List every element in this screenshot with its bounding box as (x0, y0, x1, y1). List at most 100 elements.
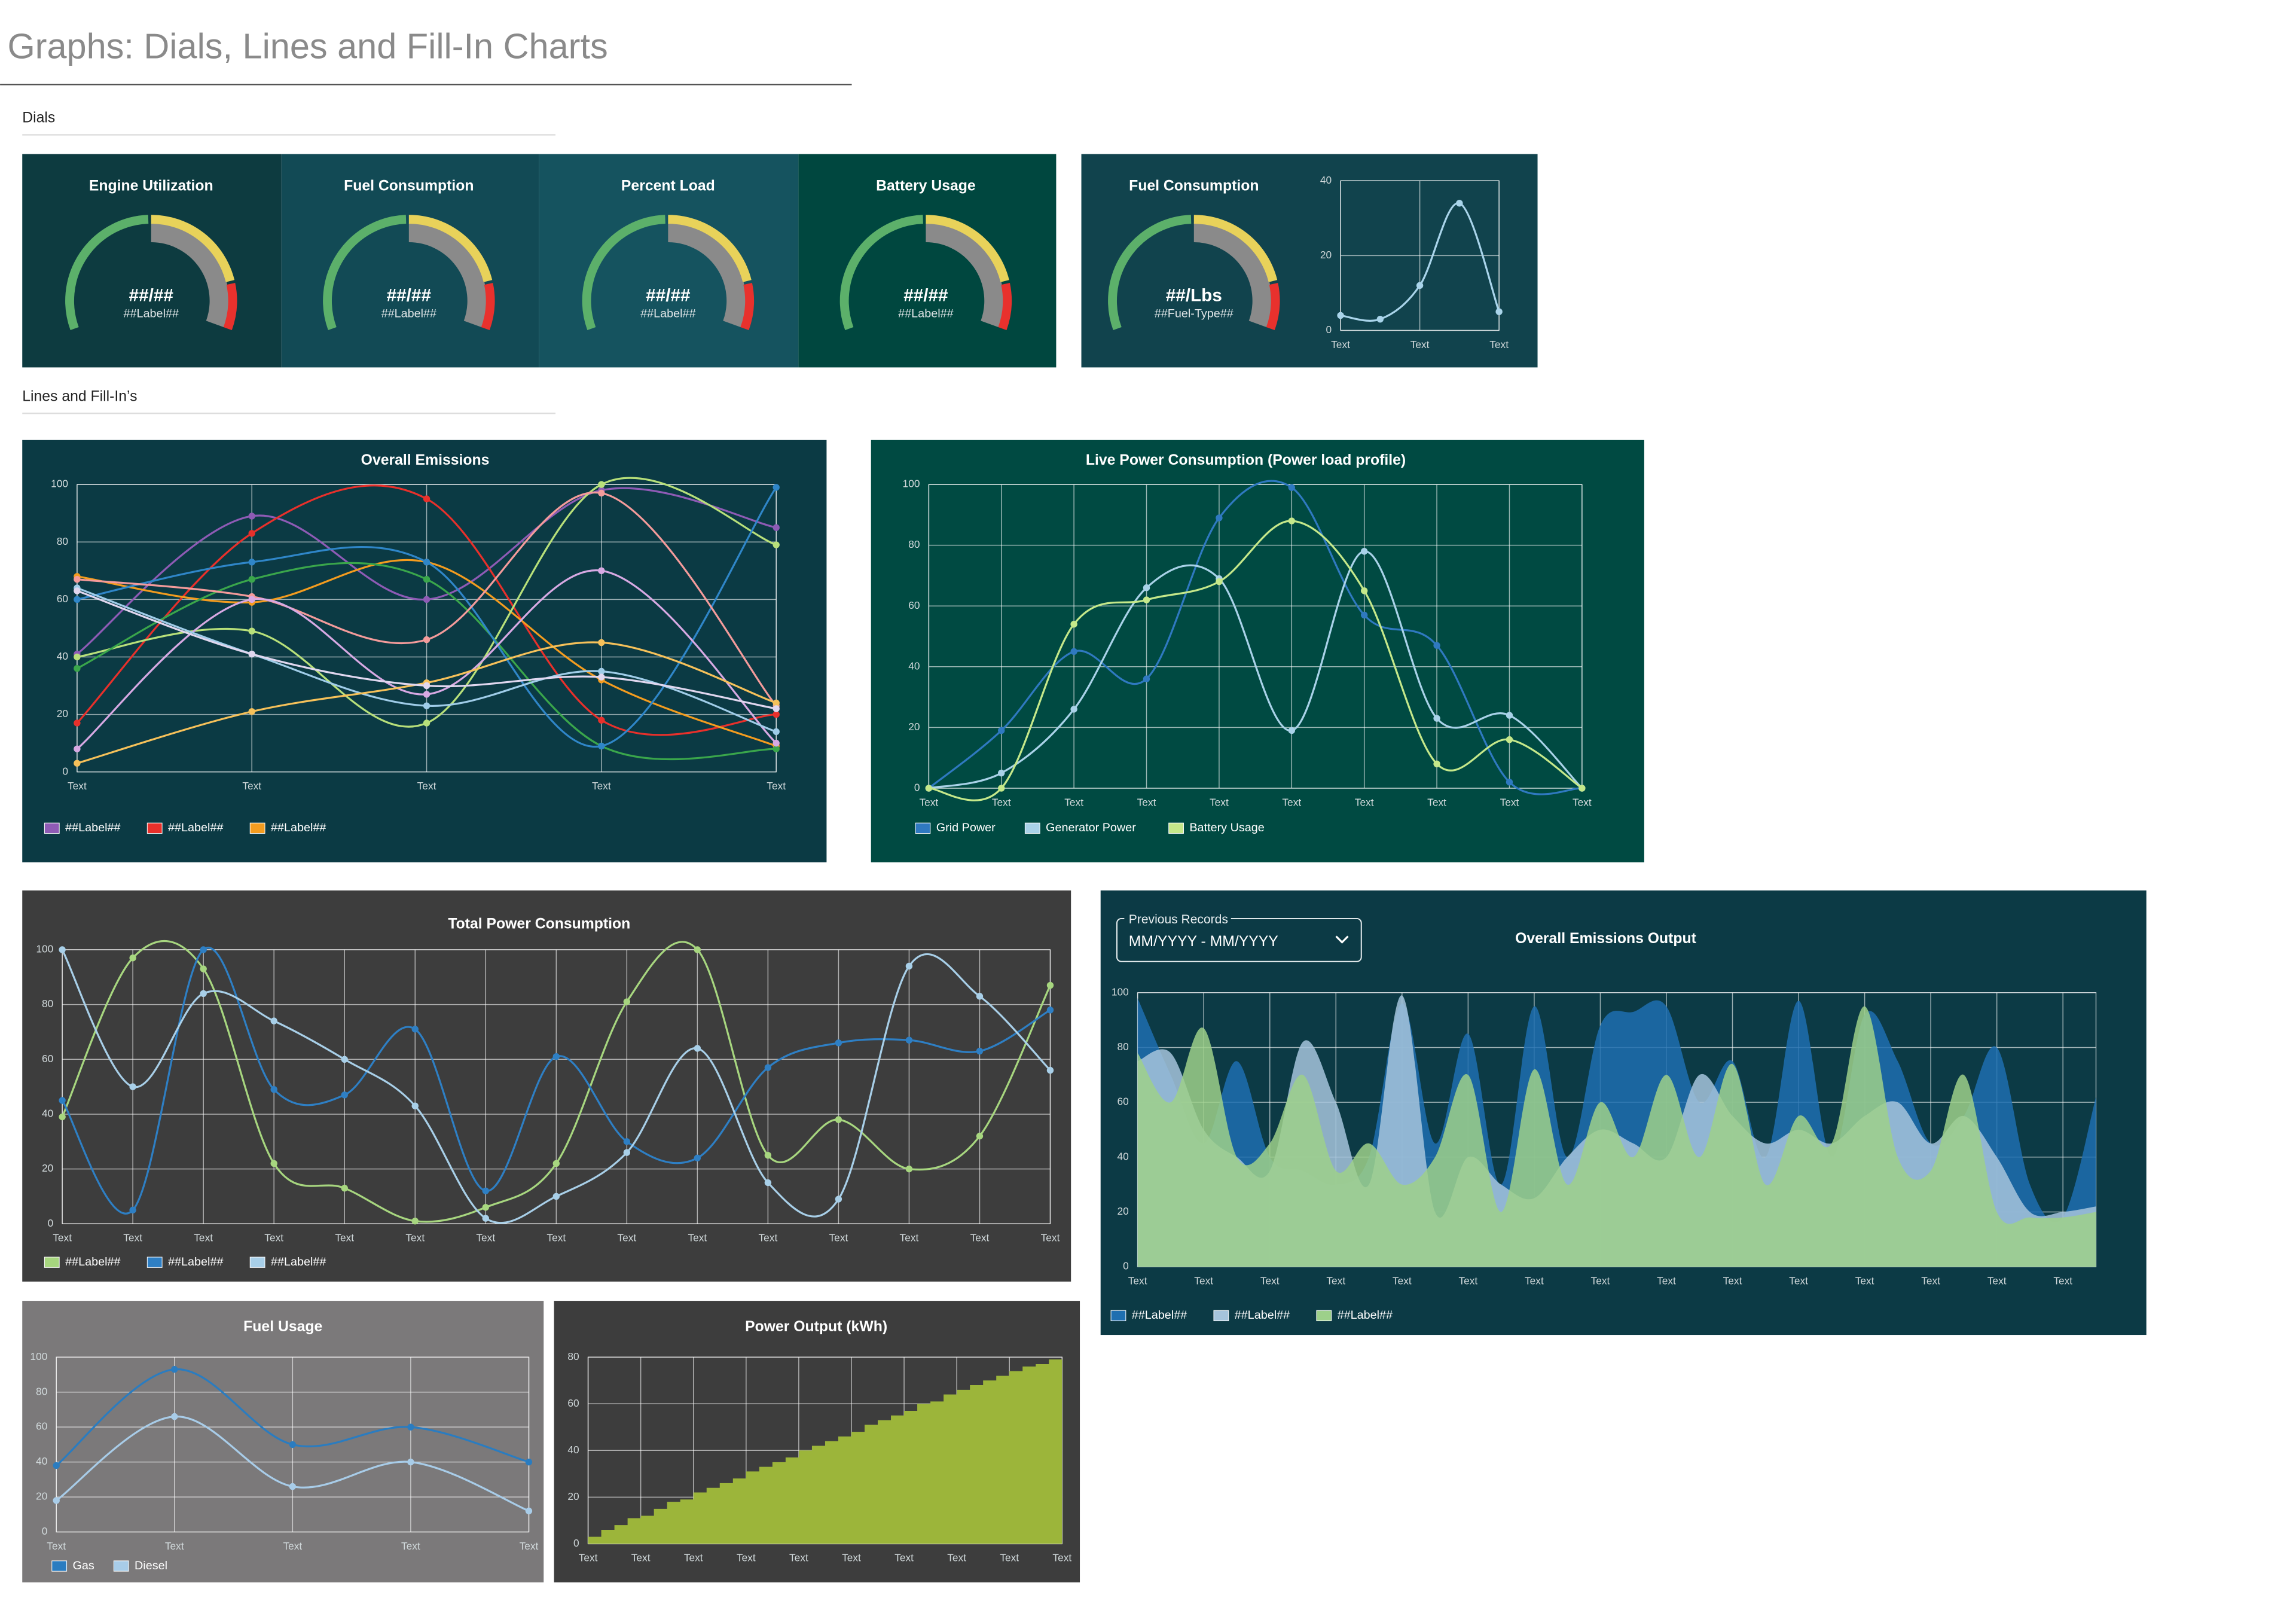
chart-panel (22, 440, 827, 862)
y-tick-label: 20 (1118, 1205, 1129, 1217)
point (773, 745, 780, 752)
point (694, 1154, 701, 1161)
point (835, 1039, 842, 1047)
chart-panel (871, 440, 1644, 862)
x-tick-label: Text (1393, 1274, 1412, 1286)
dial-value: ##/Lbs (1166, 285, 1222, 305)
x-tick-label: Text (592, 780, 611, 792)
point (905, 1036, 913, 1044)
dial-green (323, 215, 407, 331)
point (171, 1413, 178, 1420)
chart-title: Live Power Consumption (Power load profi… (1086, 452, 1406, 468)
y-tick-label: 20 (36, 1490, 47, 1502)
point (1216, 514, 1223, 522)
point (129, 1206, 136, 1214)
point (74, 719, 81, 727)
legend-label: Gas (72, 1559, 94, 1572)
dial-yellow (408, 215, 493, 282)
dial-label: ##Label## (898, 307, 953, 320)
point (248, 575, 255, 583)
x-tick-label: Text (1282, 796, 1301, 808)
point (976, 1047, 984, 1055)
dropdown-label: Previous Records (1129, 913, 1228, 926)
y-tick-label: 0 (42, 1525, 48, 1537)
point (1288, 484, 1295, 491)
dropdown[interactable] (1116, 917, 1362, 962)
point (598, 667, 605, 675)
point (423, 719, 430, 727)
point (552, 1160, 560, 1167)
point (1143, 596, 1150, 603)
point (1070, 648, 1077, 655)
dial-yellow (926, 215, 1009, 282)
line (77, 486, 777, 748)
point (289, 1441, 297, 1448)
point (598, 742, 605, 750)
dial-track (151, 222, 229, 328)
point (998, 785, 1005, 792)
point (1337, 312, 1344, 319)
x-tick-label: Text (900, 1232, 919, 1244)
x-tick-label: Text (335, 1232, 354, 1244)
x-tick-label: Text (1041, 1232, 1060, 1244)
point (598, 481, 605, 488)
y-tick-label: 0 (914, 782, 920, 794)
line (61, 940, 1051, 1223)
line (77, 477, 777, 728)
point (74, 664, 81, 672)
point (835, 1116, 842, 1123)
dropdown-value[interactable]: MM/YYYY - MM/YYYY (1129, 934, 1278, 950)
y-tick-label: 80 (36, 1385, 47, 1397)
point (423, 682, 430, 690)
x-tick-label: Text (1657, 1274, 1676, 1286)
point (423, 702, 430, 709)
legend-label: Grid Power (936, 821, 996, 834)
point (976, 993, 984, 1000)
legend-label: ##Label## (168, 821, 223, 834)
dial-green (65, 215, 149, 331)
y-tick-label: 0 (573, 1537, 579, 1549)
point (407, 1423, 414, 1431)
point (248, 596, 255, 603)
point (773, 524, 780, 531)
y-tick-label: 60 (36, 1420, 47, 1432)
y-tick-label: 60 (57, 593, 68, 605)
point (1288, 727, 1295, 734)
dial-track (1193, 222, 1272, 328)
y-tick-label: 100 (30, 1350, 47, 1362)
point (248, 708, 255, 715)
legend-label: Battery Usage (1189, 821, 1264, 834)
x-tick-label: Text (1789, 1274, 1808, 1286)
y-tick-label: 40 (36, 1455, 47, 1467)
legend-label: ##Label## (1338, 1309, 1393, 1322)
legend-label: ##Label## (271, 821, 326, 834)
point (1360, 548, 1368, 555)
x-tick-label: Text (1525, 1274, 1544, 1286)
dial-green (582, 215, 665, 331)
point (552, 1053, 560, 1060)
legend-swatch (44, 822, 60, 834)
dial-track (925, 222, 1004, 328)
y-tick-label: 40 (908, 660, 920, 672)
dial-card (798, 154, 1057, 368)
point (74, 596, 81, 603)
dial-title: Fuel Consumption (1129, 178, 1259, 194)
point (482, 1215, 489, 1222)
point (248, 513, 255, 520)
y-tick-label: 80 (1118, 1041, 1129, 1053)
point (1046, 1007, 1054, 1014)
x-tick-label: Text (631, 1552, 651, 1564)
legend-swatch (1024, 822, 1040, 834)
x-tick-label: Text (546, 1232, 566, 1244)
x-tick-label: Text (1210, 796, 1229, 808)
dial-yellow (1193, 215, 1278, 282)
x-tick-label: Text (2053, 1274, 2072, 1286)
dial-label: ##Fuel-Type## (1155, 307, 1234, 320)
point (1376, 315, 1384, 323)
y-tick-label: 20 (1320, 249, 1332, 261)
line (928, 480, 1582, 795)
dial-title: Engine Utilization (89, 178, 213, 194)
point (773, 541, 780, 548)
y-tick-label: 60 (908, 599, 920, 611)
point (976, 1132, 984, 1140)
